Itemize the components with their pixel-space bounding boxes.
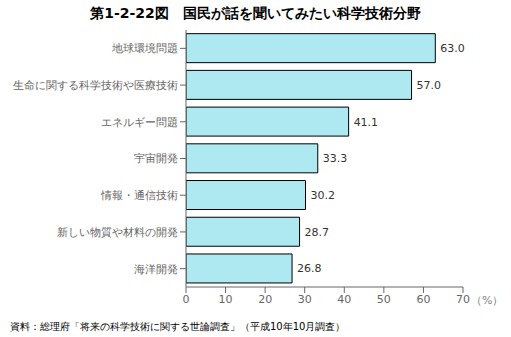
svg-text:新しい物質や材料の開発: 新しい物質や材料の開発 [57,226,178,239]
svg-text:30.2: 30.2 [311,189,336,202]
svg-text:海洋開発: 海洋開発 [134,263,178,276]
svg-text:エネルギー問題: エネルギー問題 [101,116,178,129]
svg-text:宇宙開発: 宇宙開発 [134,152,178,165]
svg-text:地球環境問題: 地球環境問題 [111,42,178,55]
svg-text:20: 20 [258,293,272,306]
svg-text:57.0: 57.0 [417,79,442,92]
svg-text:26.8: 26.8 [297,262,322,275]
svg-text:50: 50 [377,293,391,306]
svg-text:28.7: 28.7 [305,226,330,239]
svg-text:30: 30 [298,293,312,306]
svg-text:（%）: （%） [471,294,503,307]
svg-text:生命に関する科学技術や医療技術: 生命に関する科学技術や医療技術 [13,79,178,92]
svg-text:10: 10 [219,293,233,306]
svg-text:40: 40 [337,293,351,306]
svg-text:33.3: 33.3 [323,152,348,165]
svg-text:41.1: 41.1 [354,116,379,129]
svg-text:情報・通信技術: 情報・通信技術 [100,189,178,202]
svg-text:0: 0 [183,293,190,306]
html-text:資料：総理府「将来の科学技術に関する世論調査」（平成10年1: 資料：総理府「将来の科学技術に関する世論調査」（平成10年10月調査） [10,321,346,332]
svg-text:70: 70 [456,293,470,306]
svg-text:60: 60 [416,293,430,306]
html-text:第1-2-22図 国民が話を聞いてみたい科学技術分野: 第1-2-22図 国民が話を聞いてみたい科学技術分野 [90,5,421,21]
svg-text:63.0: 63.0 [440,42,465,55]
